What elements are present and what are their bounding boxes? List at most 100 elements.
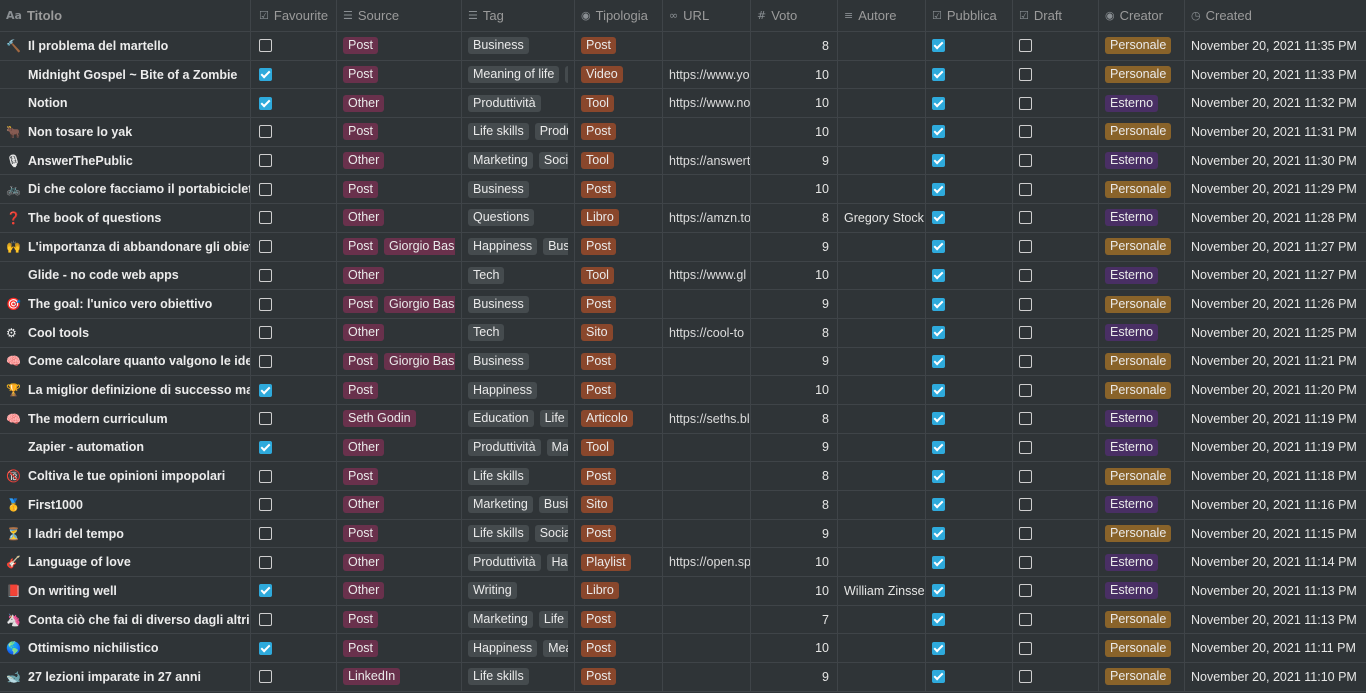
autore-cell[interactable]: Gregory Stock (838, 204, 926, 232)
voto-cell[interactable]: 10 (751, 376, 838, 404)
pubblica-cell[interactable] (926, 261, 1013, 290)
voto-cell[interactable]: 10 (751, 89, 838, 118)
voto-cell[interactable]: 10 (751, 60, 838, 89)
favourite-checkbox[interactable] (259, 96, 272, 110)
creator-cell[interactable]: Esterno (1099, 404, 1185, 433)
pubblica-cell[interactable] (926, 146, 1013, 175)
creator-cell[interactable]: Personale (1099, 376, 1185, 404)
creator-cell[interactable]: Personale (1099, 605, 1185, 634)
title-cell[interactable]: ❓ The book of questions (0, 204, 251, 232)
pubblica-checkbox[interactable] (932, 240, 945, 254)
table-row[interactable]: Glide - no code web apps Other Tech Tool htt… (0, 261, 1366, 291)
draft-cell[interactable] (1013, 605, 1099, 634)
autore-cell[interactable] (838, 89, 926, 118)
draft-checkbox[interactable] (1019, 39, 1032, 53)
table-row[interactable]: 🎯 The goal: l'unico vero obiettivo Post Gio… (0, 290, 1366, 319)
pubblica-cell[interactable] (926, 118, 1013, 146)
draft-cell[interactable] (1013, 146, 1099, 175)
url-cell[interactable] (663, 519, 751, 548)
voto-cell[interactable]: 9 (751, 290, 838, 318)
pubblica-cell[interactable] (926, 204, 1013, 232)
draft-checkbox[interactable] (1019, 326, 1032, 340)
creator-cell[interactable]: Esterno (1099, 146, 1185, 175)
title-cell[interactable]: 🎙 AnswerThePublic (0, 146, 251, 175)
column-header-source[interactable]: ☰ Source (337, 0, 462, 31)
autore-cell[interactable] (838, 232, 926, 261)
column-header-tag[interactable]: ☰ Tag (462, 0, 575, 31)
draft-cell[interactable] (1013, 519, 1099, 548)
favourite-cell[interactable] (251, 433, 337, 462)
pubblica-checkbox[interactable] (932, 670, 945, 684)
favourite-cell[interactable] (251, 577, 337, 605)
voto-cell[interactable]: 9 (751, 663, 838, 691)
draft-checkbox[interactable] (1019, 440, 1032, 454)
pubblica-checkbox[interactable] (932, 412, 945, 426)
pubblica-checkbox[interactable] (932, 527, 945, 541)
voto-cell[interactable]: 8 (751, 462, 838, 490)
pubblica-cell[interactable] (926, 605, 1013, 634)
favourite-cell[interactable] (251, 204, 337, 232)
url-cell[interactable] (663, 491, 751, 519)
draft-checkbox[interactable] (1019, 527, 1032, 541)
draft-cell[interactable] (1013, 175, 1099, 204)
draft-cell[interactable] (1013, 204, 1099, 232)
url-cell[interactable]: https://answert (663, 146, 751, 175)
pubblica-checkbox[interactable] (932, 641, 945, 655)
creator-cell[interactable]: Personale (1099, 347, 1185, 376)
tag-cell[interactable]: Happiness Busin (462, 232, 575, 261)
draft-cell[interactable] (1013, 290, 1099, 318)
url-cell[interactable] (663, 433, 751, 462)
title-cell[interactable]: Midnight Gospel ~ Bite of a Zombie (0, 60, 251, 89)
tipologia-cell[interactable]: Articolo (575, 404, 663, 433)
tag-cell[interactable]: Happiness Mean (462, 634, 575, 663)
favourite-cell[interactable] (251, 548, 337, 577)
pubblica-cell[interactable] (926, 548, 1013, 577)
url-link[interactable]: https://answert (669, 153, 751, 168)
tag-cell[interactable]: Writing (462, 577, 575, 605)
tipologia-cell[interactable]: Post (575, 347, 663, 376)
table-row[interactable]: ⏳ I ladri del tempo Post Life skills Social … (0, 519, 1366, 549)
table-row[interactable]: ⚙ Cool tools Other Tech Sito https://cool-to 8… (0, 318, 1366, 348)
tag-cell[interactable]: Business (462, 347, 575, 376)
favourite-checkbox[interactable] (259, 383, 272, 397)
url-cell[interactable] (663, 376, 751, 404)
title-cell[interactable]: ⏳ I ladri del tempo (0, 519, 251, 548)
creator-cell[interactable]: Esterno (1099, 491, 1185, 519)
favourite-checkbox[interactable] (259, 240, 272, 254)
autore-cell[interactable] (838, 519, 926, 548)
title-cell[interactable]: 🙌 L'importanza di abbandonare gli obietti… (0, 232, 251, 261)
url-link[interactable]: https://seths.bl (669, 411, 750, 426)
favourite-cell[interactable] (251, 60, 337, 89)
tipologia-cell[interactable]: Post (575, 663, 663, 691)
table-row[interactable]: 🐂 Non tosare lo yak Post Life skills Produt P… (0, 118, 1366, 147)
favourite-cell[interactable] (251, 347, 337, 376)
pubblica-checkbox[interactable] (932, 383, 945, 397)
voto-cell[interactable]: 8 (751, 491, 838, 519)
draft-checkbox[interactable] (1019, 469, 1032, 483)
favourite-cell[interactable] (251, 290, 337, 318)
favourite-checkbox[interactable] (259, 527, 272, 541)
table-row[interactable]: 🙌 L'importanza di abbandonare gli obietti… (0, 232, 1366, 262)
table-row[interactable]: 🚲 Di che colore facciamo il portabiciclet… (0, 175, 1366, 205)
favourite-checkbox[interactable] (259, 584, 272, 598)
favourite-checkbox[interactable] (259, 354, 272, 368)
draft-checkbox[interactable] (1019, 96, 1032, 110)
creator-cell[interactable]: Personale (1099, 232, 1185, 261)
favourite-checkbox[interactable] (259, 555, 272, 569)
pubblica-checkbox[interactable] (932, 555, 945, 569)
favourite-checkbox[interactable] (259, 641, 272, 655)
url-cell[interactable] (663, 462, 751, 490)
column-header-voto[interactable]: # Voto (751, 0, 838, 31)
autore-cell[interactable] (838, 462, 926, 490)
title-cell[interactable]: 🏆 La miglior definizione di successo mai … (0, 376, 251, 404)
creator-cell[interactable]: Esterno (1099, 318, 1185, 347)
pubblica-cell[interactable] (926, 60, 1013, 89)
table-row[interactable]: 🐋 27 lezioni imparate in 27 anni LinkedIn L… (0, 663, 1366, 692)
title-cell[interactable]: Glide - no code web apps (0, 261, 251, 290)
pubblica-cell[interactable] (926, 577, 1013, 605)
url-link[interactable]: https://open.sp (669, 555, 751, 570)
favourite-checkbox[interactable] (259, 211, 272, 225)
draft-checkbox[interactable] (1019, 125, 1032, 139)
url-link[interactable]: https://cool-to (669, 325, 745, 340)
voto-cell[interactable]: 8 (751, 204, 838, 232)
